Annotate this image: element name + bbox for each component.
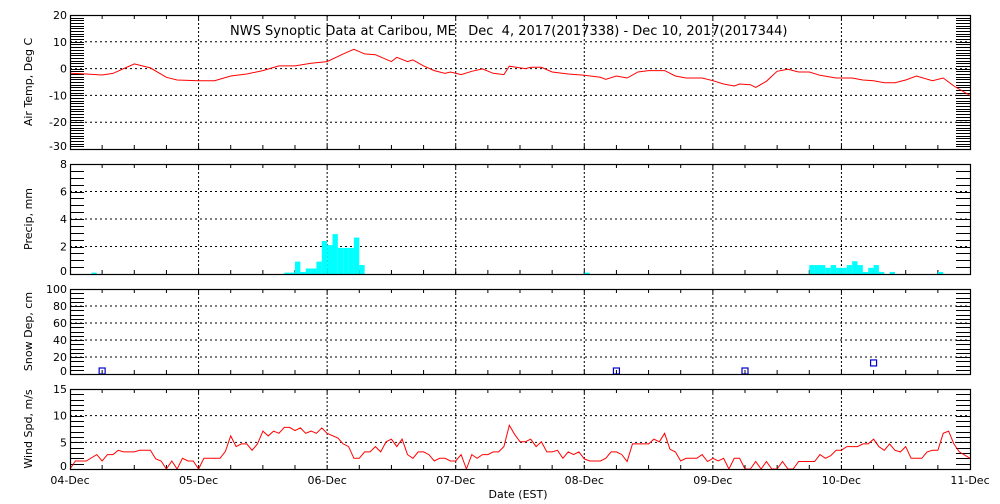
precip-bar <box>809 265 815 274</box>
precip-bar <box>91 272 97 274</box>
x-tick-label: 07-Dec <box>436 474 475 487</box>
y-tick-label: 0 <box>60 365 67 378</box>
precip-bar <box>846 265 853 274</box>
precip-bar <box>841 267 847 274</box>
precip-bar <box>343 247 349 274</box>
x-tick-label: 06-Dec <box>308 474 347 487</box>
y-tick-label: 5 <box>60 436 67 449</box>
y-tick-label: 4 <box>60 213 67 226</box>
y-tick-label: 0 <box>60 63 67 76</box>
x-tick-label: 05-Dec <box>179 474 218 487</box>
precip-bar <box>873 265 879 274</box>
precip-bar <box>584 272 590 274</box>
y-tick-label: 10 <box>53 410 67 423</box>
precip-bar <box>359 265 365 274</box>
panel-1: 8 6 4 2 0 Precip, mm <box>22 158 972 278</box>
y-tick-label: 20 <box>53 351 67 364</box>
precip-bar <box>284 272 290 274</box>
precip-bar <box>937 271 944 274</box>
y-tick-label: 100 <box>46 283 67 296</box>
precip-bar <box>311 268 317 274</box>
y-tick-label: 40 <box>53 334 67 347</box>
precip-bar <box>327 245 333 274</box>
precip-bar <box>300 271 306 274</box>
air-temp-line <box>69 48 971 96</box>
precip-bar <box>889 271 895 274</box>
snow-depth-point <box>869 359 878 367</box>
precip-bar <box>353 237 360 274</box>
wind-speed-line <box>69 423 971 471</box>
y-tick-label: -10 <box>49 89 67 102</box>
y-tick-label: -30 <box>49 140 67 153</box>
precip-bar <box>295 261 301 274</box>
y-axis-label: Wind Spd, m/s <box>22 389 35 469</box>
y-tick-label: 80 <box>53 300 67 313</box>
precip-bar <box>337 247 344 274</box>
y-tick-label: 10 <box>53 36 67 49</box>
precip-bar <box>868 267 874 274</box>
precip-bar <box>348 247 354 274</box>
x-tick-label: 09-Dec <box>693 474 732 487</box>
precip-bar <box>321 241 328 274</box>
y-axis-label: Snow Dep, cm <box>22 292 35 371</box>
precip-bar <box>852 261 858 274</box>
y-tick-label: 60 <box>53 317 67 330</box>
precip-bar <box>332 234 338 274</box>
y-axis-label: Precip, mm <box>22 188 35 250</box>
precip-bar <box>820 265 826 274</box>
precip-bar <box>814 265 820 274</box>
y-tick-label: 0 <box>60 460 67 473</box>
panel-0: 20 10 0 -10 -20 -30 Air Temp, Deg C <box>22 9 972 153</box>
precip-bar <box>830 265 837 274</box>
precip-bar <box>305 268 312 274</box>
y-tick-label: -20 <box>49 116 67 129</box>
y-tick-label: 15 <box>53 383 67 396</box>
precip-bar <box>857 265 863 274</box>
precip-bar <box>289 272 295 274</box>
y-axis-label: Air Temp, Deg C <box>22 38 35 127</box>
y-tick-label: 6 <box>60 186 67 199</box>
panel-2: 100 80 60 40 200 Snow Dep, cm <box>22 283 972 378</box>
y-tick-label: 2 <box>60 241 67 254</box>
chart-title: NWS Synoptic Data at Caribou, ME Dec 4, … <box>230 24 788 39</box>
x-axis-label: Date (EST) <box>488 488 547 500</box>
y-tick-label: 8 <box>60 158 67 171</box>
panel-frame <box>69 388 972 471</box>
precip-bar <box>316 261 322 274</box>
panel-frame <box>69 14 972 151</box>
y-tick-label: 0 <box>60 265 67 278</box>
panel-3: 15 10 5 0 Wind Spd, m/s <box>22 383 972 473</box>
y-tick-label: 20 <box>53 9 67 22</box>
precip-bar <box>862 271 869 274</box>
x-tick-label: 10-Dec <box>822 474 861 487</box>
x-tick-label: 11-Dec <box>950 474 989 487</box>
precip-bar <box>836 267 842 274</box>
x-tick-label: 08-Dec <box>565 474 604 487</box>
precip-bar <box>878 271 885 274</box>
x-tick-label: 04-Dec <box>50 474 89 487</box>
panel-frame <box>69 163 972 276</box>
precip-bar <box>825 267 831 274</box>
panel-frame <box>69 288 972 376</box>
